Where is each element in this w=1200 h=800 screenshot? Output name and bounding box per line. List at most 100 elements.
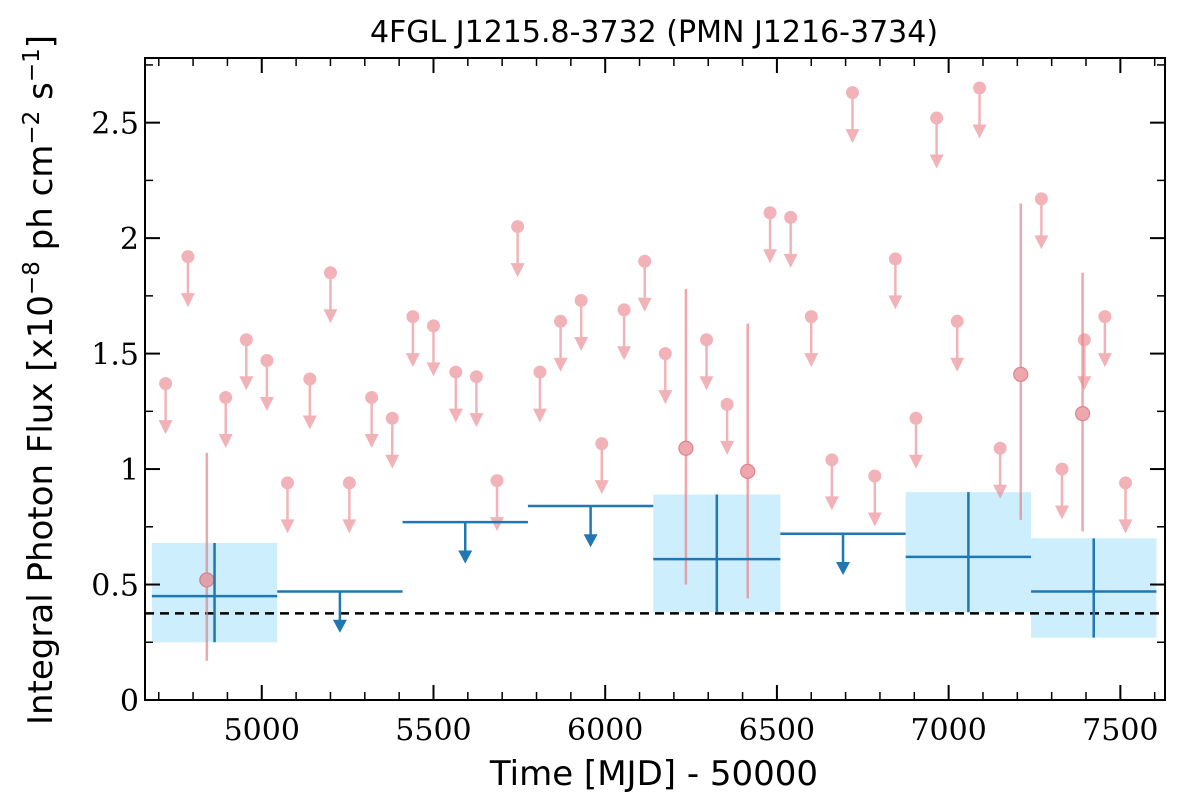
detection-marker: [679, 441, 693, 455]
upper-limit-arrowhead: [930, 155, 944, 169]
upper-limit-marker: [825, 453, 838, 466]
detection-marker: [1014, 367, 1028, 381]
fine-upper-limit: [845, 86, 859, 143]
upper-limit-marker: [973, 82, 986, 95]
upper-limit-arrowhead: [825, 496, 839, 510]
upper-limit-arrowhead: [658, 390, 672, 404]
upper-limit-arrowhead: [181, 293, 195, 307]
coarse-upper-limit: [528, 506, 653, 547]
fine-upper-limit: [1077, 333, 1091, 390]
coarse-upper-limit: [403, 522, 528, 563]
detection-marker: [200, 573, 214, 587]
fine-upper-limit: [1098, 310, 1112, 367]
upper-limit-marker: [511, 220, 524, 233]
fine-upper-limit: [260, 354, 274, 411]
upper-limit-arrowhead: [720, 441, 734, 455]
upper-limit-marker: [868, 469, 881, 482]
upper-limit-marker: [889, 252, 902, 265]
upper-limit-arrowhead: [426, 362, 440, 376]
fine-upper-limit: [159, 377, 173, 434]
upper-limit-marker: [303, 373, 316, 386]
upper-limit-marker: [181, 250, 194, 263]
upper-limit-arrowhead: [763, 249, 777, 263]
upper-limit-arrowhead: [533, 409, 547, 423]
x-tick-label: 6500: [739, 713, 815, 748]
upper-limit-marker: [240, 333, 253, 346]
upper-limit-marker: [1055, 463, 1068, 476]
upper-limit-marker: [721, 398, 734, 411]
upper-limit-marker: [365, 391, 378, 404]
fine-upper-limit: [1119, 476, 1133, 533]
fine-upper-limit: [909, 412, 923, 469]
coarse-upper-limit: [277, 591, 402, 632]
upper-limit-marker: [784, 211, 797, 224]
y-tick-label: 0.5: [91, 569, 139, 604]
upper-limit-arrowhead: [845, 129, 859, 143]
upper-limit-arrowhead: [868, 512, 882, 526]
upper-limit-arrowhead: [700, 376, 714, 390]
upper-limit-marker: [595, 437, 608, 450]
upper-limit-arrowhead: [511, 263, 525, 277]
fine-upper-limit: [825, 453, 839, 510]
upper-limit-marker: [700, 333, 713, 346]
fine-upper-limit: [281, 476, 295, 533]
upper-limit-arrowhead: [365, 434, 379, 448]
fine-detection: [1014, 203, 1028, 519]
upper-limit-marker: [846, 86, 859, 99]
upper-limit-marker: [930, 112, 943, 125]
fine-upper-limit: [617, 303, 631, 360]
fine-upper-limit: [533, 366, 547, 423]
fine-upper-limit: [469, 370, 483, 427]
fine-upper-limit: [219, 391, 233, 448]
upper-limit-arrowhead: [1119, 519, 1133, 533]
fine-upper-limit: [239, 333, 253, 390]
upper-limit-arrowhead: [595, 480, 609, 494]
upper-limit-marker: [764, 206, 777, 219]
fine-upper-limit: [595, 437, 609, 494]
fine-upper-limit: [930, 112, 944, 169]
fine-detection: [1076, 273, 1090, 532]
upper-limit-arrowhead: [281, 519, 295, 533]
upper-limit-arrowhead: [406, 353, 420, 367]
upper-limit-arrowhead: [617, 346, 631, 360]
upper-limit-marker: [491, 474, 504, 487]
x-tick-label: 7000: [910, 713, 986, 748]
upper-limit-marker: [427, 319, 440, 332]
fine-upper-limit: [700, 333, 714, 390]
fine-upper-limit: [511, 220, 525, 277]
coarse-limit-arrowhead: [458, 550, 472, 563]
x-axis-label: Time [MJD] - 50000: [489, 754, 818, 794]
upper-limit-arrowhead: [219, 434, 233, 448]
upper-limit-arrowhead: [804, 353, 818, 367]
fine-upper-limit: [888, 252, 902, 309]
upper-limit-marker: [219, 391, 232, 404]
fine-upper-limit: [303, 373, 317, 430]
upper-limit-arrowhead: [1055, 506, 1069, 520]
fine-upper-limit: [763, 206, 777, 263]
upper-limit-marker: [951, 315, 964, 328]
chart-title: 4FGL J1215.8-3732 (PMN J1216-3734): [370, 15, 938, 50]
fine-upper-limit: [784, 211, 798, 268]
upper-limit-marker: [659, 347, 672, 360]
upper-limit-marker: [386, 412, 399, 425]
upper-limit-marker: [618, 303, 631, 316]
upper-limit-arrowhead: [888, 295, 902, 309]
x-tick-label: 7500: [1082, 713, 1158, 748]
fine-upper-limit: [574, 294, 588, 351]
fine-upper-limit: [554, 315, 568, 372]
upper-limit-arrowhead: [973, 125, 987, 139]
upper-limit-marker: [470, 370, 483, 383]
axes-frame: 5000 5500 6000 6500 7000 750000.511.522.5: [91, 58, 1165, 748]
fine-upper-limit: [638, 255, 652, 312]
upper-limit-arrowhead: [1034, 235, 1048, 249]
upper-limit-arrowhead: [574, 337, 588, 351]
upper-limit-arrowhead: [469, 413, 483, 427]
upper-limit-arrowhead: [449, 409, 463, 423]
fine-upper-limit: [342, 476, 356, 533]
upper-limit-arrowhead: [159, 420, 173, 434]
upper-limit-marker: [159, 377, 172, 390]
upper-limit-marker: [324, 266, 337, 279]
upper-limit-arrowhead: [323, 309, 337, 323]
x-tick-label: 6000: [567, 713, 643, 748]
coarse-bin-bands: [152, 492, 1157, 642]
